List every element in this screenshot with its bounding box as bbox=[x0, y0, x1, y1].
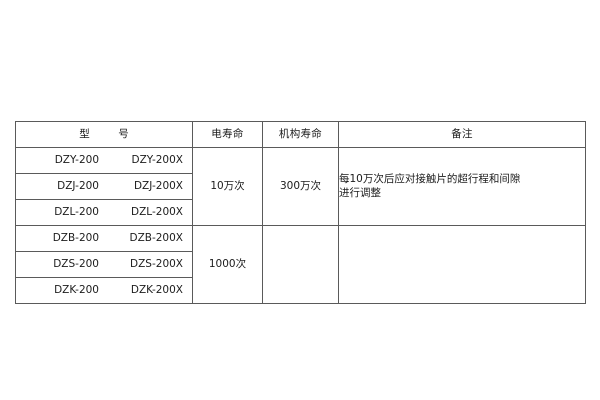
electrical-life-value-group-2: 1000次 bbox=[192, 225, 263, 304]
model-name-primary: DZY-200 bbox=[54, 153, 99, 166]
model-name-variant: DZK-200X bbox=[130, 283, 183, 296]
model-cell: DZB-200 DZB-200X bbox=[15, 225, 193, 252]
model-name-primary: DZK-200 bbox=[54, 283, 99, 296]
mechanical-life-value-group-2 bbox=[262, 225, 339, 304]
model-name-variant: DZL-200X bbox=[131, 205, 183, 218]
electrical-life-value-group-1: 10万次 bbox=[192, 147, 263, 226]
table-row: DZY-200 DZY-200X 10万次 300万次 每10万次后应对接触片的超… bbox=[15, 147, 586, 226]
table-row: DZS-200 DZS-200X bbox=[15, 251, 586, 278]
model-cell: DZK-200 DZK-200X bbox=[15, 277, 193, 304]
mechanical-life-value-group-1: 300万次 bbox=[262, 147, 339, 226]
column-header-mechanical-life: 机构寿命 bbox=[262, 121, 339, 148]
model-name-primary: DZJ-200 bbox=[57, 179, 99, 192]
model-cell: DZL-200 DZL-200X bbox=[15, 199, 193, 226]
model-name-primary: DZB-200 bbox=[52, 231, 99, 244]
model-name-primary: DZL-200 bbox=[54, 205, 99, 218]
column-header-electrical-life: 电寿命 bbox=[192, 121, 263, 148]
table-row: DZJ-200 DZJ-200X bbox=[15, 173, 586, 200]
table-row: DZL-200 DZL-200X bbox=[15, 199, 586, 226]
remark-value-group-2 bbox=[338, 225, 586, 304]
column-header-model: 型 号 bbox=[15, 121, 193, 148]
remark-line-2: 进行调整 bbox=[339, 186, 381, 199]
model-cell: DZY-200 DZY-200X bbox=[15, 147, 193, 174]
model-name-variant: DZB-200X bbox=[129, 231, 183, 244]
table-row: DZK-200 DZK-200X bbox=[15, 277, 586, 304]
remark-line-1: 每10万次后应对接触片的超行程和间隙 bbox=[339, 173, 521, 186]
model-name-variant: DZY-200X bbox=[131, 153, 183, 166]
table-body: DZY-200 DZY-200X 10万次 300万次 每10万次后应对接触片的超… bbox=[15, 147, 586, 304]
model-name-primary: DZS-200 bbox=[53, 257, 99, 270]
relay-specification-table: 型 号 电寿命 机构寿命 备注 DZY-200 DZY-200X 10万次 300… bbox=[15, 121, 586, 304]
model-cell: DZJ-200 DZJ-200X bbox=[15, 173, 193, 200]
table-header-row: 型 号 电寿命 机构寿命 备注 bbox=[15, 121, 586, 148]
remark-value-group-1: 每10万次后应对接触片的超行程和间隙 进行调整 bbox=[338, 147, 586, 226]
model-name-variant: DZS-200X bbox=[130, 257, 183, 270]
model-cell: DZS-200 DZS-200X bbox=[15, 251, 193, 278]
table-row: DZB-200 DZB-200X 1000次 bbox=[15, 225, 586, 304]
table-header: 型 号 电寿命 机构寿命 备注 bbox=[15, 121, 586, 148]
column-header-remark: 备注 bbox=[338, 121, 586, 148]
model-name-variant: DZJ-200X bbox=[133, 179, 183, 192]
